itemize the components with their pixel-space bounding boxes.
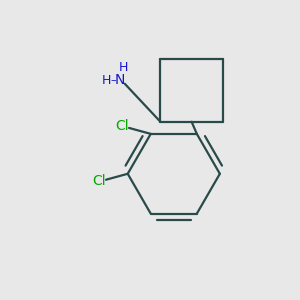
Text: Cl: Cl [116,119,129,134]
Text: H: H [102,74,112,87]
Text: Cl: Cl [93,174,106,188]
Text: N: N [115,73,125,87]
Text: –: – [111,75,117,85]
Text: H: H [118,61,128,74]
